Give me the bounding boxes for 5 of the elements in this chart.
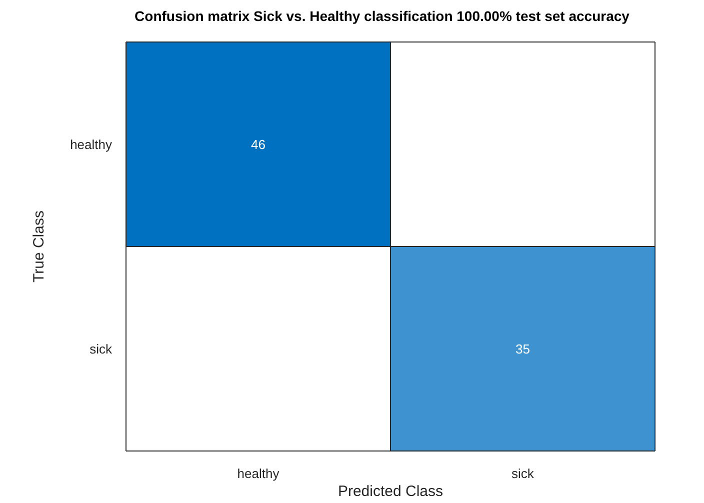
x-axis-title: Predicted Class xyxy=(338,483,444,500)
data-label: 35 xyxy=(516,341,530,356)
y-axis-title: True Class xyxy=(30,210,48,282)
data-label: 46 xyxy=(251,136,266,152)
chart-title: Confusion matrix Sick vs. Healthy classification 100.00% test set accuracy xyxy=(134,8,630,26)
